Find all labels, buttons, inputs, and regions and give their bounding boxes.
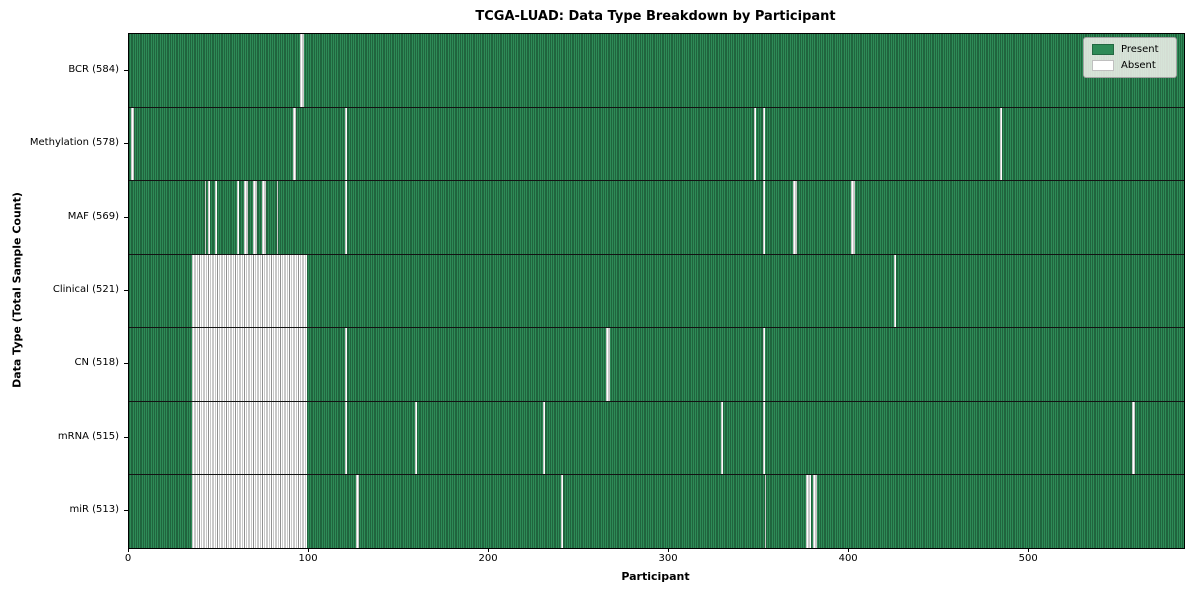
y-tick-label: miR (513) xyxy=(69,504,119,516)
absent-swatch-icon xyxy=(1092,60,1114,71)
absent-segment xyxy=(1000,107,1003,181)
absent-segment xyxy=(192,254,308,328)
x-tick-mark xyxy=(488,548,490,552)
y-tick-label: BCR (584) xyxy=(68,63,119,75)
x-tick-mark xyxy=(308,548,310,552)
absent-segment xyxy=(850,181,855,254)
absent-segment xyxy=(300,34,304,107)
absent-segment xyxy=(276,181,279,254)
absent-segment xyxy=(130,107,135,181)
absent-segment xyxy=(345,181,347,254)
absent-segment xyxy=(762,328,765,401)
absent-segment xyxy=(208,181,210,254)
legend: Present Absent xyxy=(1083,37,1177,78)
legend-item-absent: Absent xyxy=(1092,60,1168,71)
y-tick-mark xyxy=(124,290,128,291)
absent-segment xyxy=(753,107,756,181)
absent-segment xyxy=(345,328,347,401)
heatmap-row-mir xyxy=(129,475,1184,549)
absent-segment xyxy=(292,107,297,181)
absent-segment xyxy=(813,475,817,549)
x-axis-label: Participant xyxy=(621,570,690,583)
absent-segment xyxy=(192,475,308,549)
x-tick-mark xyxy=(128,548,129,552)
absent-segment xyxy=(244,181,248,254)
absent-segment xyxy=(1131,401,1136,475)
absent-segment xyxy=(561,475,563,549)
y-tick-mark xyxy=(124,510,128,512)
absent-segment xyxy=(192,401,308,475)
x-tick-mark xyxy=(1028,548,1030,552)
x-tick-label: 100 xyxy=(298,553,318,564)
heatmap-row-mrna xyxy=(129,401,1184,476)
absent-segment xyxy=(606,328,610,401)
x-tick-label: 200 xyxy=(478,553,498,564)
absent-segment xyxy=(894,254,896,328)
absent-segment xyxy=(805,475,812,549)
absent-segment xyxy=(721,401,724,475)
y-tick-mark xyxy=(124,143,128,145)
absent-segment xyxy=(543,401,545,475)
absent-segment xyxy=(204,181,207,254)
x-tick-label: 500 xyxy=(1018,553,1038,564)
heatmap-row-bcr xyxy=(129,34,1184,108)
y-tick-mark xyxy=(124,363,128,365)
y-tick-label: MAF (569) xyxy=(67,210,119,222)
absent-segment xyxy=(762,181,765,254)
absent-segment xyxy=(415,401,418,475)
x-tick-label: 0 xyxy=(124,553,132,564)
legend-item-present: Present xyxy=(1092,44,1168,55)
x-tick-mark xyxy=(668,548,670,552)
chart-title: TCGA-LUAD: Data Type Breakdown by Partic… xyxy=(475,9,836,24)
absent-segment xyxy=(262,181,266,254)
x-tick-label: 400 xyxy=(838,553,858,564)
legend-label-absent: Absent xyxy=(1121,60,1156,71)
y-tick-label: Methylation (578) xyxy=(29,137,119,149)
heatmap-row-clinical xyxy=(129,254,1184,329)
absent-segment xyxy=(237,181,239,254)
y-tick-mark xyxy=(124,436,128,438)
absent-segment xyxy=(355,475,360,549)
absent-segment xyxy=(764,475,767,549)
y-tick-label: mRNA (515) xyxy=(57,430,119,442)
absent-segment xyxy=(215,181,218,254)
absent-segment xyxy=(793,181,797,254)
x-tick-mark xyxy=(848,548,850,552)
y-tick-mark xyxy=(124,69,128,71)
y-tick-label: CN (518) xyxy=(74,357,119,369)
present-swatch-icon xyxy=(1092,44,1114,55)
absent-segment xyxy=(762,107,765,181)
x-tick-label: 300 xyxy=(658,553,678,564)
heatmap-row-methylation xyxy=(129,107,1184,182)
y-tick-mark xyxy=(124,216,128,218)
plot-area xyxy=(128,33,1185,549)
y-tick-label: Clinical (521) xyxy=(52,284,119,295)
legend-label-present: Present xyxy=(1121,44,1159,55)
absent-segment xyxy=(345,107,347,181)
absent-segment xyxy=(762,401,765,475)
absent-segment xyxy=(253,181,257,254)
heatmap-row-cn xyxy=(129,328,1184,402)
absent-segment xyxy=(192,328,308,401)
absent-segment xyxy=(345,401,347,475)
heatmap-row-maf xyxy=(129,181,1184,255)
